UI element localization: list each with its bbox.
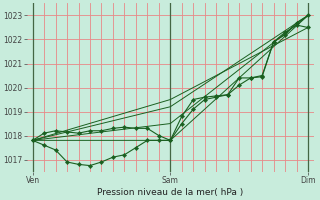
- X-axis label: Pression niveau de la mer( hPa ): Pression niveau de la mer( hPa ): [97, 188, 244, 197]
